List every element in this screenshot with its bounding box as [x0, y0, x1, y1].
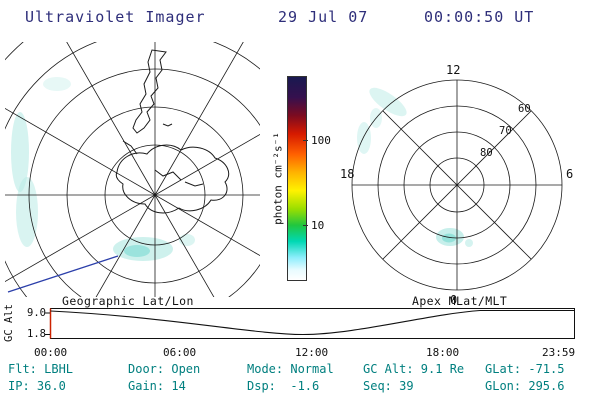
xtick-2359: 23:59	[542, 346, 576, 359]
coastline-south-america	[132, 49, 167, 134]
status-mode: Mode: Normal	[247, 362, 334, 376]
colorbar-label: photon cm⁻²s⁻¹	[271, 132, 285, 225]
apex-polar-plot: 12 18 6 0 60 70 80	[340, 63, 573, 307]
status-gc-alt: GC Alt: 9.1 Re	[363, 362, 465, 376]
xtick-0000: 00:00	[34, 346, 68, 359]
gc-alt-curve	[50, 309, 575, 336]
mlat-ring-label-70: 70	[499, 125, 512, 137]
xtick-1800: 18:00	[426, 346, 460, 359]
colorbar-tick-mark	[303, 140, 308, 141]
status-glon: GLon: 295.6	[485, 379, 565, 393]
terminator-line	[7, 255, 119, 293]
coastlines	[115, 49, 230, 214]
mlat-mlt-grid	[351, 79, 563, 291]
left-panel-caption: Geographic Lat/Lon	[62, 294, 194, 308]
colorbar-tick-mark	[303, 225, 308, 226]
status-dsp: Dsp: -1.6	[247, 379, 320, 393]
page-title: Ultraviolet Imager	[25, 8, 206, 26]
status-gain: Gain: 14	[128, 379, 186, 393]
lat-lon-grid	[5, 42, 260, 297]
aurora-emission-apex	[357, 87, 473, 247]
xtick-0600: 06:00	[163, 346, 197, 359]
gc-alt-strip-chart: 9.0 1.8 GC Alt	[3, 304, 575, 342]
strip-y-axis-label: GC Alt	[3, 304, 15, 342]
status-flt: Flt: LBHL	[8, 362, 74, 376]
coastline-islands	[162, 123, 173, 127]
right-panel-caption: Apex MLat/MLT	[412, 294, 508, 308]
mlt-label-18: 18	[340, 167, 354, 181]
aurora-emission-geo	[11, 77, 195, 261]
status-ip: IP: 36.0	[8, 379, 66, 393]
colorbar-tick-100: 100	[311, 134, 331, 147]
ytick-1-8: 1.8	[27, 328, 46, 340]
colorbar-tick-10: 10	[311, 219, 325, 232]
ytick-9: 9.0	[27, 307, 46, 319]
coastline-detail	[154, 169, 204, 187]
status-seq: Seq: 39	[363, 379, 414, 393]
mlt-label-0: 0	[450, 293, 457, 307]
date-label: 29 Jul 07	[278, 8, 369, 26]
status-glat: GLat: -71.5	[485, 362, 565, 376]
coastline-antarctic-peninsula	[122, 140, 138, 155]
status-door: Door: Open	[128, 362, 201, 376]
colorbar	[287, 76, 307, 281]
geographic-map	[5, 42, 260, 297]
coastline-antarctica	[115, 144, 230, 214]
time-label: 00:00:50 UT	[424, 8, 535, 26]
mlt-label-6: 6	[566, 167, 573, 181]
xtick-1200: 12:00	[295, 346, 329, 359]
mlat-ring-label-60: 60	[518, 103, 531, 115]
mlat-ring-label-80: 80	[480, 147, 493, 159]
mlt-label-12: 12	[446, 63, 460, 77]
